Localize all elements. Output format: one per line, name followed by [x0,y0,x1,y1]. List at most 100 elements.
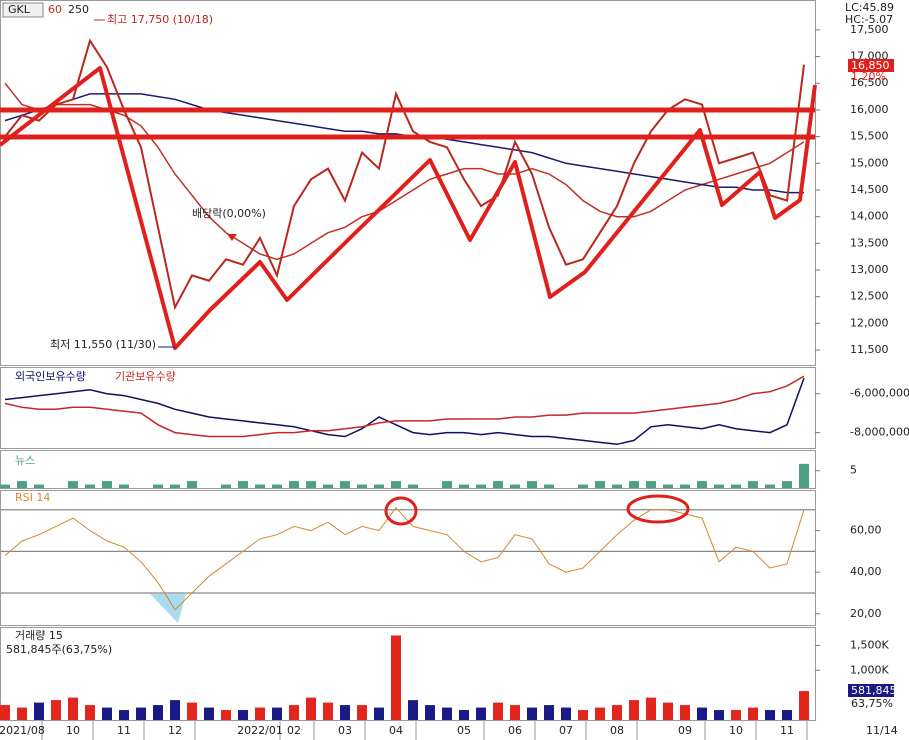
bar [357,484,367,488]
bar [442,481,452,488]
bar [459,484,469,488]
bar [221,484,231,488]
bar [714,710,724,720]
bar [0,705,10,720]
y-tick-label: 20,00 [850,607,882,620]
rsi-panel [0,490,816,626]
bar [680,484,690,488]
bar [646,481,656,488]
bar [459,710,469,720]
bar [510,484,520,488]
annotation: 최고 17,750 (10/18) [107,13,213,26]
y-tick-label: 13,500 [850,236,889,249]
bar [765,710,775,720]
bar [544,484,554,488]
series-line [4,375,805,438]
y-tick-label: 17,500 [850,23,889,36]
series-line [4,506,805,611]
hc-label: HC:-5.07 [845,13,893,26]
y-tick-label: 12,000 [850,316,889,329]
legend-entry: 60 [48,3,62,16]
bar [187,702,197,720]
bar [323,702,333,720]
bar [204,707,214,720]
bar [697,481,707,488]
bar [612,484,622,488]
bar [646,697,656,720]
bar [0,484,10,488]
bar [527,481,537,488]
bar [85,484,95,488]
bar [629,700,639,720]
bar [306,481,316,488]
bar [255,484,265,488]
x-tick-label: 2022/01 [237,724,283,737]
bar [221,710,231,720]
bar [357,705,367,720]
bar [595,481,605,488]
bar [374,484,384,488]
bar [527,707,537,720]
bar [493,702,503,720]
annotation: 최저 11,550 (11/30) [50,338,156,351]
bar [170,484,180,488]
bar [697,707,707,720]
series-line [4,82,805,261]
bar [799,691,809,720]
dividend-marker [227,234,237,241]
y-tick-label: 15,500 [850,130,889,143]
bar [748,707,758,720]
bar [748,481,758,488]
x-tick-label: 04 [389,724,403,737]
drawn-circle [384,496,418,526]
last-price: 16,850 [851,59,890,72]
bar [272,484,282,488]
bar [153,705,163,720]
x-tick-label: 11 [780,724,794,737]
bar [476,707,486,720]
bar [34,702,44,720]
panel-title: 뉴스 [15,454,35,467]
bar [391,635,401,720]
x-tick-label: 11 [117,724,131,737]
bar [119,710,129,720]
bar [289,481,299,488]
y-tick-label: 40,00 [850,565,882,578]
bar [340,481,350,488]
x-tick-label: 10 [729,724,743,737]
x-tick-label: 06 [508,724,522,737]
drawn-circle [626,494,690,524]
bar [578,484,588,488]
bar [323,484,333,488]
y-tick-label: 11,500 [850,343,889,356]
symbol: GKL [8,3,31,16]
bar [119,484,129,488]
bar [510,705,520,720]
panel-title: RSI 14 [15,491,50,504]
bar [374,707,384,720]
bar [629,481,639,488]
last-price-box [848,59,894,72]
bar [714,484,724,488]
panel-subtitle: 581,845주(63,75%) [6,643,112,656]
y-tick-label: 16,500 [850,76,889,89]
bar [238,710,248,720]
legend-entry: 기관보유수량 [115,370,176,383]
bar [663,484,673,488]
bar [595,707,605,720]
bar [544,705,554,720]
y-tick-label: 14,500 [850,183,889,196]
bar [408,700,418,720]
x-tick-label: 05 [457,724,471,737]
bar [612,705,622,720]
y-tick-label: 60,00 [850,524,882,537]
x-tick-label: 09 [678,724,692,737]
x-tick-label: 08 [610,724,624,737]
y-tick-label: 16,000 [850,103,889,116]
bar [680,705,690,720]
y-tick-label: 14,000 [850,210,889,223]
bar [782,481,792,488]
bar [578,710,588,720]
bar [17,481,27,488]
